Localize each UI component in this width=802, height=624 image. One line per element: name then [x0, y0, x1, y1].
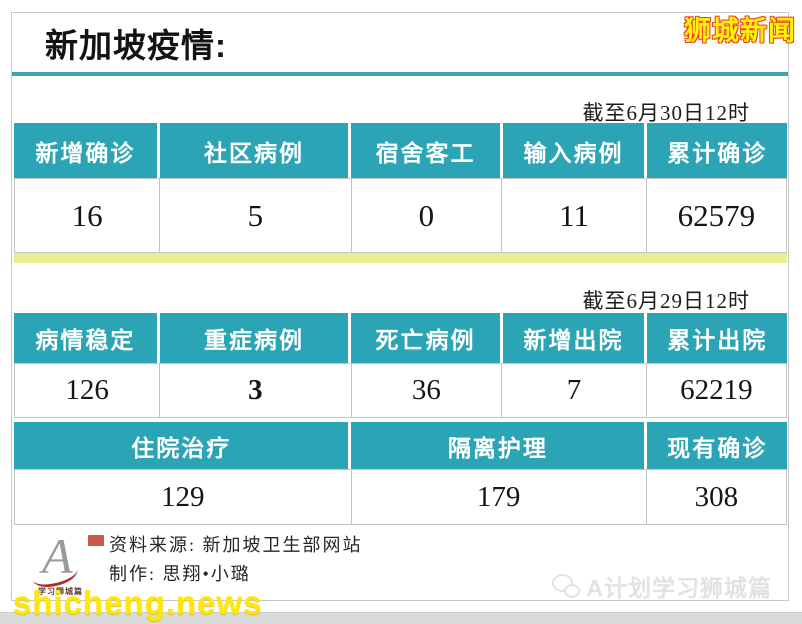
table-header-cell: 病情稳定 — [14, 313, 160, 363]
table-header-cell: 累计确诊 — [647, 123, 787, 178]
table-june30-header-row: 新增确诊 社区病例 宿舍客工 输入病例 累计确诊 — [14, 123, 787, 178]
table-value-cell: 126 — [15, 364, 161, 417]
table-header-cell: 社区病例 — [159, 123, 352, 178]
table-value-cell: 7 — [502, 364, 647, 417]
footer: A 学习狮城篇 资料来源: 新加坡卫生部网站 制作: 思翔•小璐 A计划学习狮城… — [12, 525, 788, 601]
table-june30-value-row: 16 5 0 11 62579 — [14, 178, 787, 253]
table-header-cell: 新增确诊 — [14, 123, 160, 178]
table-value-cell: 308 — [646, 470, 786, 524]
table-current-status-header-row: 住院治疗 隔离护理 现有确诊 — [14, 422, 787, 469]
table-header-cell: 隔离护理 — [351, 422, 648, 469]
table-value-cell: 11 — [502, 179, 647, 252]
page-title: 新加坡疫情: — [45, 27, 227, 64]
table-value-cell: 5 — [160, 179, 352, 252]
site-logo: A 学习狮城篇 — [29, 531, 110, 599]
table-june29-header-row: 病情稳定 重症病例 死亡病例 新增出院 累计出院 — [14, 313, 787, 363]
asof-date-june29: 截至6月29日12时 — [582, 289, 750, 313]
table-header-cell: 新增出院 — [502, 313, 648, 363]
section-divider — [14, 253, 787, 263]
site-link: shicheng.news — [13, 584, 263, 621]
brand-badge: 狮城新闻 — [684, 16, 796, 46]
watermark: A计划学习狮城篇 — [552, 569, 772, 603]
table-value-cell: 62219 — [646, 364, 786, 417]
table-header-cell: 累计出院 — [647, 313, 787, 363]
table-current-status-value-row: 129 179 308 — [14, 469, 787, 525]
table-june29-value-row: 126 3 36 7 62219 — [14, 363, 787, 418]
source-line: 资料来源: 新加坡卫生部网站 — [109, 535, 363, 555]
table-header-cell: 现有确诊 — [647, 422, 787, 469]
table-value-cell: 0 — [351, 179, 503, 252]
watermark-label: A计划学习狮城篇 — [586, 575, 772, 601]
credits-block: 资料来源: 新加坡卫生部网站 制作: 思翔•小璐 — [109, 531, 363, 589]
content-card: 新加坡疫情: 截至6月30日12时 新增确诊 社区病例 宿舍客工 输入病例 累计… — [11, 12, 789, 601]
credit-line: 制作: 思翔•小璐 — [109, 564, 251, 584]
table-value-cell: 62579 — [646, 179, 786, 252]
table-header-cell: 住院治疗 — [14, 422, 352, 469]
bottom-strip — [0, 612, 802, 624]
logo-seal-decoration — [88, 535, 104, 546]
table-header-cell: 重症病例 — [159, 313, 352, 363]
table-value-cell: 36 — [351, 364, 503, 417]
table-header-cell: 死亡病例 — [351, 313, 503, 363]
table-header-cell: 宿舍客工 — [351, 123, 503, 178]
logo-caption: 学习狮城篇 — [38, 587, 83, 596]
title-underline — [12, 72, 788, 76]
wechat-icon — [552, 574, 581, 598]
table-value-cell: 129 — [15, 470, 352, 524]
table-value-cell: 16 — [15, 179, 161, 252]
table-value-cell: 3 — [160, 364, 352, 417]
table-header-cell: 输入病例 — [502, 123, 648, 178]
table-value-cell: 179 — [351, 470, 647, 524]
logo-letter: A — [42, 528, 73, 584]
asof-date-june30: 截至6月30日12时 — [582, 101, 750, 125]
